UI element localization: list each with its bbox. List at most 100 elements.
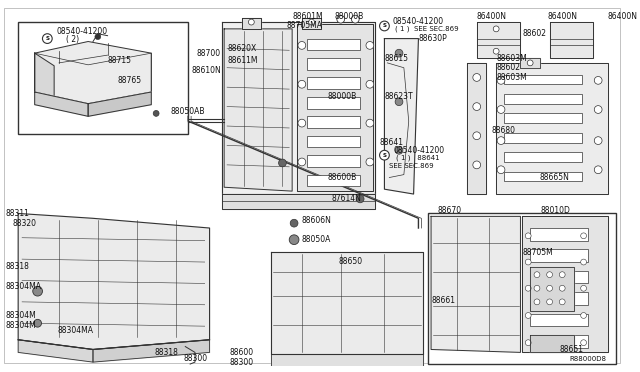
Circle shape	[278, 159, 286, 167]
Bar	[530, 249, 588, 262]
Circle shape	[248, 19, 254, 25]
Bar	[530, 292, 588, 305]
Bar	[504, 113, 582, 123]
Text: 88601M: 88601M	[292, 12, 323, 21]
Text: ( 2): ( 2)	[66, 35, 79, 44]
Circle shape	[153, 110, 159, 116]
Circle shape	[559, 299, 565, 305]
Circle shape	[356, 195, 364, 203]
Bar	[428, 214, 616, 364]
Text: 88602: 88602	[496, 63, 520, 72]
Text: 87614N: 87614N	[331, 195, 361, 203]
Circle shape	[534, 299, 540, 305]
Polygon shape	[477, 22, 520, 58]
Polygon shape	[242, 18, 261, 29]
Circle shape	[580, 259, 586, 265]
Text: 88610N: 88610N	[191, 66, 221, 75]
Circle shape	[366, 80, 374, 88]
Text: 88670: 88670	[438, 206, 462, 215]
Circle shape	[473, 74, 481, 81]
Bar	[307, 58, 360, 70]
Polygon shape	[224, 29, 292, 191]
Text: 88304M: 88304M	[6, 321, 36, 330]
Bar	[504, 152, 582, 162]
Polygon shape	[18, 340, 93, 362]
Bar	[307, 97, 360, 109]
Text: 88304MA: 88304MA	[57, 326, 93, 334]
Text: 88641: 88641	[380, 138, 404, 147]
Text: 88603M: 88603M	[496, 54, 527, 62]
Circle shape	[525, 312, 531, 318]
Polygon shape	[522, 217, 608, 352]
Bar	[504, 94, 582, 104]
Text: 88630P: 88630P	[419, 34, 447, 43]
Text: 08540-41200: 08540-41200	[393, 146, 444, 155]
Circle shape	[298, 119, 306, 127]
Circle shape	[95, 34, 100, 39]
Circle shape	[395, 98, 403, 106]
Circle shape	[298, 158, 306, 166]
Bar	[307, 39, 360, 50]
Text: 88000B: 88000B	[327, 92, 356, 102]
Circle shape	[595, 137, 602, 144]
Text: R88000D8: R88000D8	[569, 356, 606, 362]
Text: 86400N: 86400N	[477, 12, 507, 21]
Circle shape	[380, 150, 389, 160]
Text: 88311: 88311	[6, 209, 29, 218]
Text: 88650: 88650	[339, 257, 363, 266]
Circle shape	[42, 34, 52, 44]
Polygon shape	[297, 24, 372, 191]
Circle shape	[580, 285, 586, 291]
Polygon shape	[35, 53, 151, 104]
Text: ( 1 )  SEE SEC.869: ( 1 ) SEE SEC.869	[395, 26, 459, 32]
Polygon shape	[93, 340, 209, 362]
Text: SEE SEC.869: SEE SEC.869	[389, 163, 434, 169]
Text: 08540-41200: 08540-41200	[392, 17, 444, 26]
Circle shape	[298, 80, 306, 88]
Text: 88603M: 88603M	[496, 73, 527, 82]
Bar	[530, 314, 588, 326]
Text: 88318: 88318	[154, 348, 178, 357]
Text: 88600B: 88600B	[327, 173, 356, 182]
Bar	[307, 155, 360, 167]
Bar	[504, 172, 582, 182]
Polygon shape	[271, 252, 423, 355]
Circle shape	[366, 119, 374, 127]
Text: 86400N: 86400N	[608, 12, 638, 21]
Text: 86400N: 86400N	[548, 12, 578, 21]
Circle shape	[473, 103, 481, 110]
Circle shape	[497, 166, 505, 174]
Circle shape	[380, 21, 389, 31]
Polygon shape	[35, 92, 88, 116]
Circle shape	[534, 285, 540, 291]
Circle shape	[547, 299, 552, 305]
Circle shape	[525, 233, 531, 239]
Text: 88665N: 88665N	[540, 173, 570, 182]
Polygon shape	[222, 194, 375, 209]
Bar	[530, 335, 588, 347]
Polygon shape	[222, 22, 375, 194]
Circle shape	[497, 77, 505, 84]
Circle shape	[308, 19, 314, 25]
Circle shape	[595, 166, 602, 174]
Text: 88010D: 88010D	[541, 206, 571, 215]
Circle shape	[559, 285, 565, 291]
Text: 88661: 88661	[431, 296, 455, 305]
Text: 88611M: 88611M	[227, 57, 257, 65]
Text: 88615: 88615	[385, 54, 408, 62]
Text: 88700: 88700	[197, 49, 221, 58]
Polygon shape	[35, 42, 151, 104]
Polygon shape	[530, 335, 574, 352]
Text: 88600: 88600	[230, 348, 254, 357]
Bar	[307, 116, 360, 128]
Text: 88715: 88715	[108, 57, 132, 65]
Circle shape	[351, 15, 359, 23]
Polygon shape	[520, 58, 540, 68]
Text: 88050AB: 88050AB	[171, 107, 205, 116]
Circle shape	[525, 340, 531, 346]
Circle shape	[337, 15, 344, 23]
Circle shape	[366, 158, 374, 166]
Circle shape	[525, 259, 531, 265]
Circle shape	[497, 106, 505, 113]
Bar	[530, 271, 588, 283]
